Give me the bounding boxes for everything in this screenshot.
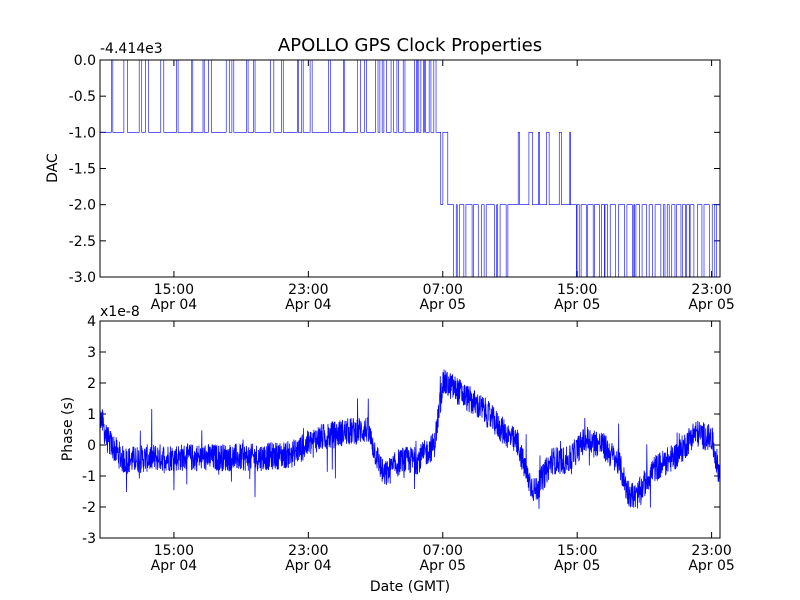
x-tick-label-time: 15:00 (557, 282, 597, 298)
x-tick-label-time: 15:00 (154, 543, 194, 559)
x-tick-label-date: Apr 05 (420, 558, 466, 574)
figure-title: APOLLO GPS Clock Properties (278, 35, 542, 56)
y-tick-label: -1 (82, 469, 96, 485)
x-tick-label-time: 23:00 (691, 543, 731, 559)
y-tick-label: 1 (87, 407, 96, 423)
phase-y-axis-label: Phase (s) (60, 397, 76, 461)
y-tick-label: -0.5 (69, 89, 96, 105)
x-tick-label-time: 23:00 (691, 282, 731, 298)
y-tick-label: -2.0 (69, 198, 96, 214)
x-tick-label-date: Apr 05 (688, 297, 734, 313)
y-tick-label: -2 (82, 500, 96, 516)
y-tick-label: -1.0 (69, 125, 96, 141)
x-tick-label-date: Apr 05 (420, 297, 466, 313)
y-tick-label: 2 (87, 376, 96, 392)
y-tick-label: 4 (87, 314, 96, 330)
y-tick-label: -3 (82, 531, 96, 547)
x-tick-label-date: Apr 04 (285, 558, 332, 574)
phase-axes-frame (99, 320, 721, 539)
dac-axes-frame (99, 59, 721, 278)
y-tick-label: -3.0 (69, 270, 96, 286)
x-tick-label-date: Apr 04 (151, 558, 198, 574)
y-tick-label: 0 (87, 438, 96, 454)
x-tick-label-time: 07:00 (423, 282, 463, 298)
x-tick-label-date: Apr 05 (554, 558, 600, 574)
x-axis-label: Date (GMT) (370, 579, 450, 595)
y-tick-label: -1.5 (69, 162, 96, 178)
phase-series-line (99, 369, 721, 509)
x-tick-label-time: 15:00 (557, 543, 597, 559)
dac-y-axis-label: DAC (45, 153, 61, 183)
x-tick-label-time: 15:00 (154, 282, 194, 298)
x-tick-label-time: 07:00 (423, 543, 463, 559)
x-tick-label-date: Apr 05 (554, 297, 600, 313)
x-tick-label-date: Apr 05 (688, 558, 734, 574)
y-tick-label: 0.0 (74, 53, 96, 69)
x-tick-label-time: 23:00 (288, 543, 328, 559)
dac-offset-label: -4.414e3 (100, 41, 163, 57)
y-tick-label: 3 (87, 345, 96, 361)
x-tick-label-date: Apr 04 (151, 297, 198, 313)
x-tick-label-time: 23:00 (288, 282, 328, 298)
y-tick-label: -2.5 (69, 234, 96, 250)
phase-offset-label: x1e-8 (100, 304, 140, 320)
x-tick-label-date: Apr 04 (285, 297, 332, 313)
